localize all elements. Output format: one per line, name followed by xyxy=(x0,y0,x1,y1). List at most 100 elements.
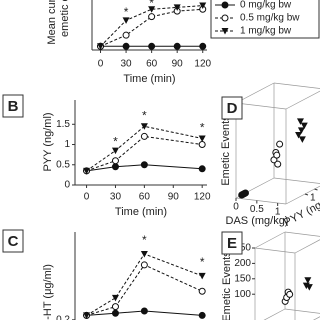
marker xyxy=(198,165,206,173)
x-tick-label: 0.5 xyxy=(250,204,264,215)
y-axis-title: PYY (ng/ml) xyxy=(42,112,54,171)
y-tick-label: 1.5 xyxy=(56,119,70,130)
panel-label: E xyxy=(227,235,237,252)
series-line xyxy=(86,253,203,316)
series-line xyxy=(86,310,203,316)
x-tick-label: 60 xyxy=(146,59,158,70)
box-edge xyxy=(284,308,320,314)
marker xyxy=(198,311,206,319)
marker xyxy=(122,42,130,50)
box-edge xyxy=(294,239,320,254)
legend-label: 0.5 mg/kg bw xyxy=(240,13,300,24)
marker xyxy=(111,147,119,155)
y-tick-label: 1 xyxy=(310,193,316,204)
annotation: * xyxy=(142,108,147,122)
box-edge xyxy=(254,231,286,249)
annotation: * xyxy=(200,255,205,269)
z-tick-label: 250 xyxy=(234,243,251,254)
box-edge xyxy=(235,102,287,110)
annotation: * xyxy=(200,121,205,135)
panel-label-box xyxy=(221,96,243,120)
marker xyxy=(83,312,91,319)
x-axis-title: Time (min) xyxy=(123,73,175,85)
legend-box xyxy=(210,0,320,39)
box-edge xyxy=(263,308,286,320)
marker xyxy=(198,287,206,295)
annotation: * xyxy=(142,233,147,247)
box-edge xyxy=(313,316,320,320)
marker xyxy=(140,307,148,315)
y-axis-title: emetic events xyxy=(59,0,71,37)
marker xyxy=(274,160,282,168)
marker xyxy=(111,294,119,302)
marker xyxy=(122,17,130,24)
marker xyxy=(140,161,148,169)
annotation: * xyxy=(124,5,129,19)
box-edge xyxy=(235,197,287,205)
x-axis-title: DAS (mg/kg) xyxy=(226,215,289,227)
box-edge xyxy=(273,82,320,89)
y-tick xyxy=(304,193,309,196)
marker xyxy=(297,127,305,134)
annotation: * xyxy=(149,0,154,10)
marker xyxy=(140,250,148,258)
series-line xyxy=(86,125,203,172)
x-tick-label: 1 xyxy=(275,207,281,218)
panel-label-box xyxy=(2,94,24,118)
marker xyxy=(304,277,312,284)
y-tick-label: 0.5 xyxy=(56,159,70,170)
y-axis-title: Mean cumulative xyxy=(46,0,58,45)
marker xyxy=(199,42,207,50)
marker xyxy=(242,189,249,197)
y-tick-label: 1 xyxy=(64,139,70,150)
marker xyxy=(83,167,91,175)
marker xyxy=(140,123,148,130)
legend-label: 0 mg/kg bw xyxy=(240,0,292,11)
z-tick-label: 100 xyxy=(234,289,251,300)
x-tick-label: 120 xyxy=(194,192,211,203)
x-tick-label: 120 xyxy=(194,59,211,70)
z-axis-title: Emetic Events xyxy=(221,251,233,320)
marker xyxy=(111,303,119,311)
panel-label: B xyxy=(8,98,19,115)
marker xyxy=(140,132,148,140)
marker xyxy=(295,132,303,139)
x-tick-label: 0 xyxy=(84,192,90,203)
x-tick-label: 0 xyxy=(98,59,104,70)
marker xyxy=(173,42,181,50)
x-tick-label: 30 xyxy=(110,192,122,203)
marker xyxy=(305,284,313,291)
box-edge xyxy=(285,90,320,110)
marker xyxy=(286,290,294,298)
x-tick-label: 90 xyxy=(172,59,184,70)
marker xyxy=(276,140,284,148)
series-line xyxy=(86,135,203,172)
panel-label-box xyxy=(2,229,24,253)
marker xyxy=(199,2,207,10)
marker xyxy=(111,309,119,317)
box-edge xyxy=(284,231,320,237)
marker xyxy=(148,13,156,21)
panel-label: C xyxy=(8,233,19,250)
z-tick-label: 200 xyxy=(234,258,251,269)
x-axis-title: Time (min) xyxy=(115,206,167,218)
marker xyxy=(221,28,229,35)
annotation: * xyxy=(113,135,118,149)
annotation: * xyxy=(200,0,205,7)
y-tick-label: 0.2 xyxy=(56,314,70,320)
panel-label: D xyxy=(227,100,238,117)
marker xyxy=(300,122,308,130)
marker xyxy=(148,42,156,50)
y-tick-label: 0 xyxy=(64,180,70,191)
series-line xyxy=(86,264,203,316)
panel-label-box xyxy=(221,231,243,255)
marker xyxy=(111,163,119,171)
x-tick-label: 60 xyxy=(139,192,151,203)
z-axis-title: Emetic Events xyxy=(220,115,232,186)
legend-label: 1 mg/kg bw xyxy=(240,26,292,37)
marker xyxy=(298,136,306,143)
y-tick xyxy=(314,188,318,191)
x-tick-label: 30 xyxy=(121,59,133,70)
marker xyxy=(273,151,281,159)
